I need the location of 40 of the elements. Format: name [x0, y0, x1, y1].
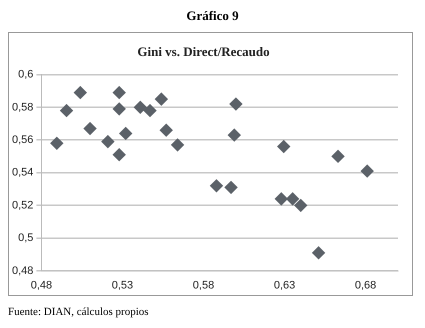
- x-tick-label: 0,53: [112, 279, 134, 292]
- chart-subtitle: Gráfico 9: [185, 8, 240, 24]
- point: [277, 140, 290, 154]
- point: [171, 138, 184, 152]
- y-tick-label: 0,56: [12, 134, 34, 146]
- x-tick-label: 0,58: [192, 279, 214, 292]
- point: [74, 86, 87, 100]
- x-tick-label: 0,68: [354, 279, 376, 292]
- source-note: Fuente: DIAN, cálculos propios: [8, 306, 150, 318]
- point: [50, 136, 64, 150]
- point: [228, 128, 241, 142]
- point: [144, 104, 157, 118]
- point: [112, 86, 126, 100]
- point: [294, 198, 308, 212]
- y-tick-label: 0,48: [12, 264, 34, 277]
- point: [210, 179, 223, 192]
- point: [60, 104, 74, 118]
- point: [101, 135, 114, 148]
- point: [224, 180, 238, 194]
- point: [229, 98, 242, 111]
- point: [160, 124, 173, 137]
- x-tick-label: 0,48: [30, 279, 52, 292]
- point: [119, 126, 132, 140]
- x-tick-label: 0,63: [274, 279, 296, 292]
- y-tick-label: 0,58: [12, 101, 34, 114]
- point: [286, 192, 300, 206]
- point: [360, 164, 374, 178]
- point: [134, 100, 147, 114]
- point: [112, 102, 126, 116]
- point: [84, 122, 97, 136]
- y-tick-label: 0,54: [12, 166, 34, 179]
- y-tick-label: 0,52: [12, 199, 34, 212]
- y-tick-label: 0,6: [18, 68, 34, 81]
- point: [154, 92, 168, 106]
- point: [312, 246, 326, 260]
- point: [332, 150, 345, 163]
- chart-title: Gini vs. Direct/Recaudo: [137, 44, 270, 60]
- point: [274, 192, 288, 206]
- y-tick-label: 0,5: [18, 232, 34, 244]
- point: [112, 148, 126, 162]
